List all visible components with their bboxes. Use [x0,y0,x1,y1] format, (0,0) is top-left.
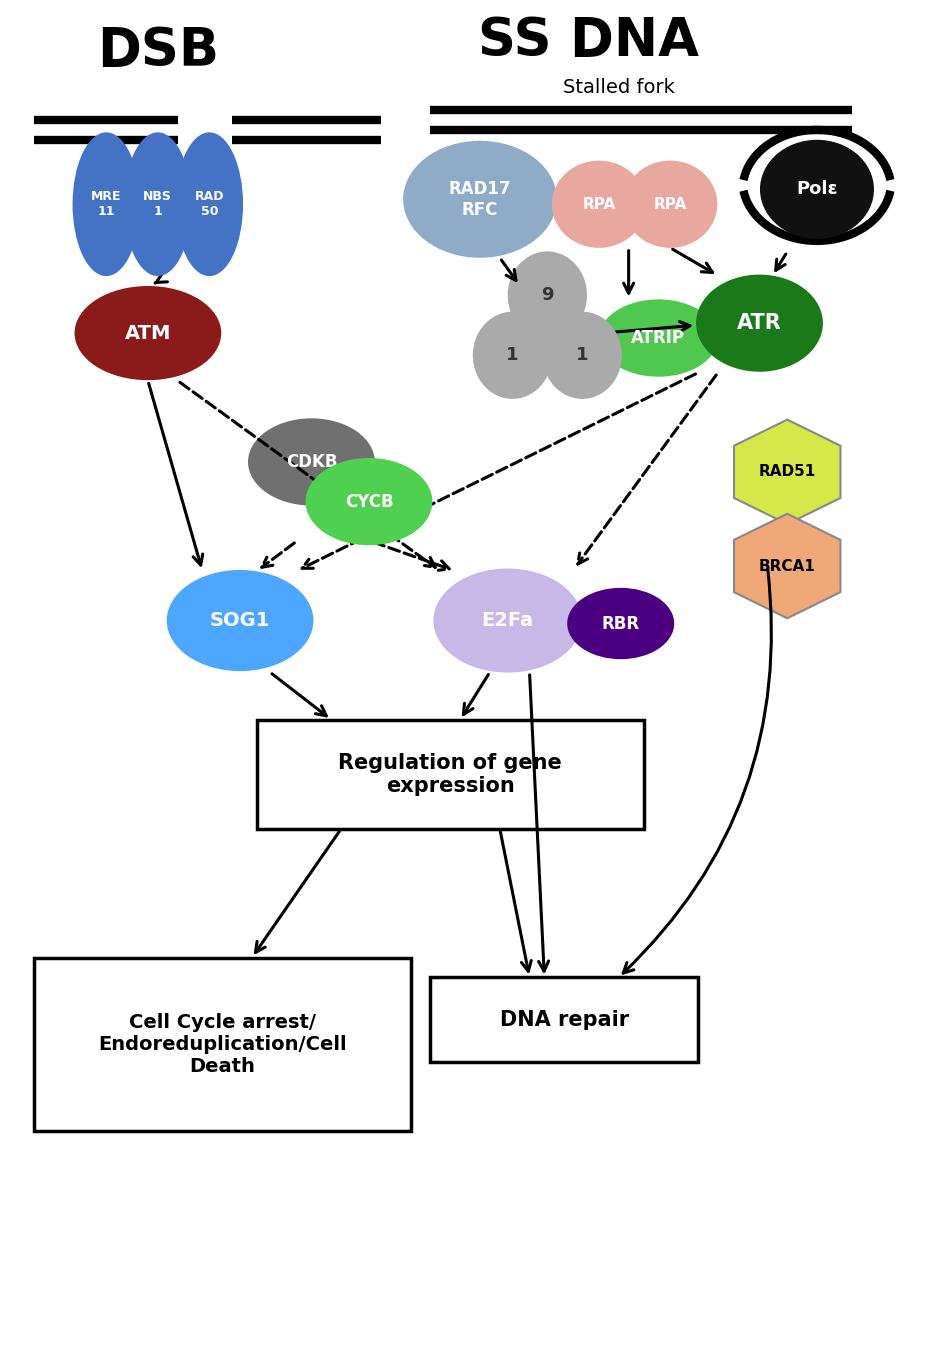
Ellipse shape [433,568,582,672]
Ellipse shape [567,587,674,660]
Ellipse shape [507,251,587,338]
Text: RPA: RPA [654,196,687,211]
Text: CDKB: CDKB [286,453,337,472]
Text: 9: 9 [542,286,554,304]
Text: NBS
1: NBS 1 [143,191,172,218]
Polygon shape [734,420,841,525]
Text: DSB: DSB [97,25,218,76]
Ellipse shape [167,570,314,671]
Text: Polε: Polε [796,180,838,199]
Text: ATRIP: ATRIP [632,328,685,348]
Text: RAD
50: RAD 50 [195,191,224,218]
Ellipse shape [542,312,622,399]
Ellipse shape [306,458,432,545]
Text: RAD17
RFC: RAD17 RFC [448,180,511,218]
Ellipse shape [598,300,718,376]
Text: DNA repair: DNA repair [500,1010,629,1029]
Ellipse shape [72,132,140,277]
Ellipse shape [552,161,646,248]
Ellipse shape [176,132,243,277]
Text: ATR: ATR [737,313,782,333]
Ellipse shape [74,286,221,380]
Text: SS DNA: SS DNA [479,15,699,67]
Text: RAD51: RAD51 [759,465,816,480]
FancyBboxPatch shape [34,958,410,1131]
Ellipse shape [248,418,375,506]
Ellipse shape [760,140,874,239]
Text: Regulation of gene
expression: Regulation of gene expression [338,752,562,796]
Text: BRCA1: BRCA1 [759,559,816,574]
Text: 1: 1 [506,346,519,364]
Text: E2Fa: E2Fa [482,611,534,630]
Text: ATM: ATM [124,323,171,342]
Ellipse shape [623,161,717,248]
Text: CYCB: CYCB [345,492,393,511]
FancyBboxPatch shape [256,720,643,829]
Text: 1: 1 [576,346,588,364]
Polygon shape [734,514,841,619]
Ellipse shape [403,140,557,258]
Text: RPA: RPA [582,196,616,211]
Text: RBR: RBR [601,615,639,632]
Text: SOG1: SOG1 [210,611,270,630]
Text: Cell Cycle arrest/
Endoreduplication/Cell
Death: Cell Cycle arrest/ Endoreduplication/Cel… [98,1013,347,1075]
Ellipse shape [696,274,823,372]
Text: MRE
11: MRE 11 [91,191,122,218]
Ellipse shape [473,312,552,399]
Ellipse shape [124,132,192,277]
FancyBboxPatch shape [430,977,698,1062]
Text: Stalled fork: Stalled fork [562,78,674,97]
